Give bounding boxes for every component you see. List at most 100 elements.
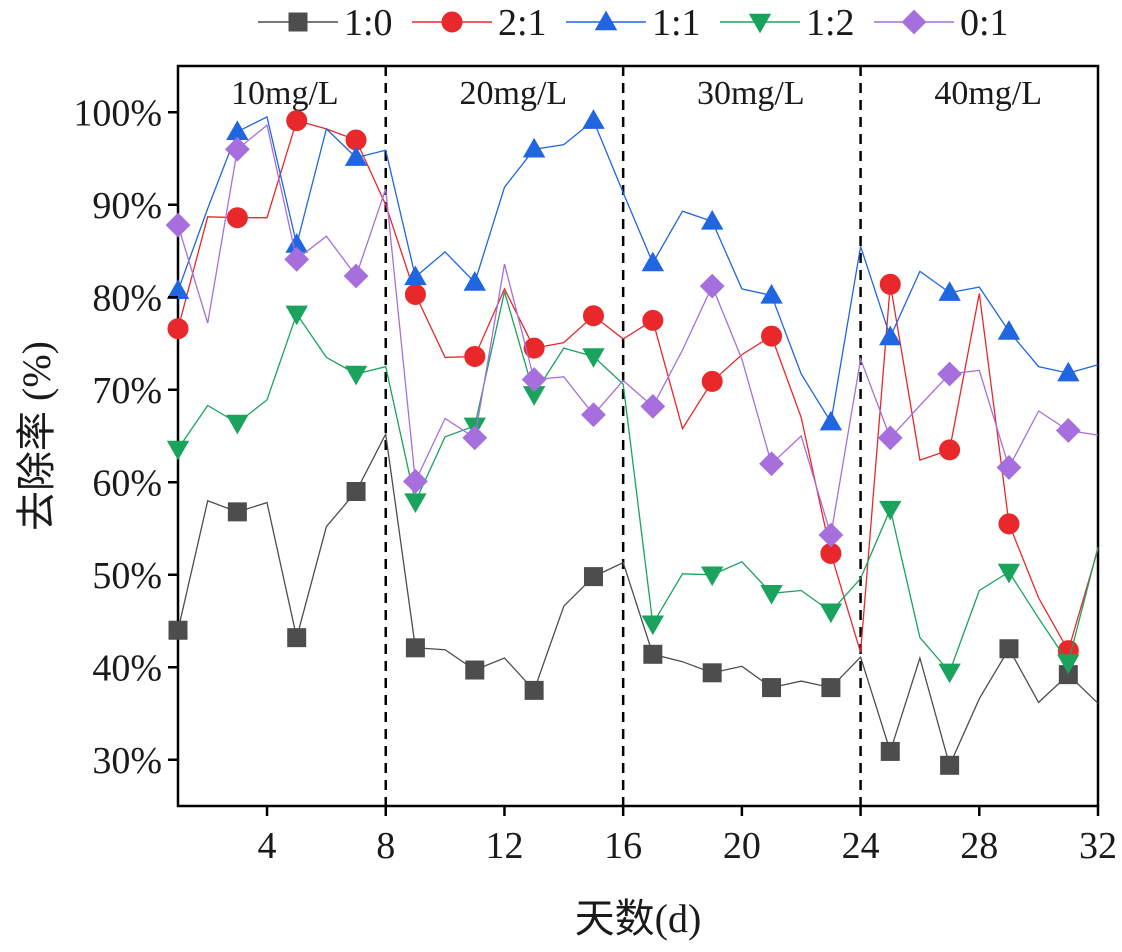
plot-border xyxy=(176,64,1100,808)
legend-label: 1:1 xyxy=(652,2,701,44)
data-point xyxy=(464,345,486,367)
legend-item: 1:2 xyxy=(720,2,855,44)
data-point xyxy=(403,468,428,494)
legend-item: 1:0 xyxy=(258,2,393,44)
y-axis: 30% 40% 50% 60% 70% 80% 90% 100% xyxy=(73,92,178,782)
series-line xyxy=(177,119,1099,653)
data-point xyxy=(287,628,307,648)
data-point xyxy=(643,644,663,664)
y-tick-label: 70% xyxy=(92,370,162,412)
y-axis-title: 去除率 (%) xyxy=(14,341,59,531)
data-point xyxy=(582,305,604,327)
data-point xyxy=(346,482,366,501)
legend-marker xyxy=(288,12,308,32)
data-point xyxy=(702,663,722,683)
data-point xyxy=(760,584,783,605)
data-point xyxy=(821,678,841,698)
y-tick-label: 30% xyxy=(92,740,162,782)
data-point xyxy=(581,402,606,428)
legend-marker xyxy=(748,13,772,34)
data-point xyxy=(642,309,664,331)
legend: 1:0 2:1 1:1 1:2 0:1 xyxy=(258,2,1009,44)
phase-label: 30mg/L xyxy=(697,75,805,112)
data-point xyxy=(166,440,190,461)
data-point xyxy=(286,110,308,132)
data-point xyxy=(226,414,249,435)
data-point xyxy=(998,513,1020,535)
data-point xyxy=(640,393,666,419)
data-point xyxy=(343,263,369,289)
x-tick-label: 4 xyxy=(258,825,277,867)
data-point xyxy=(285,305,308,326)
data-point xyxy=(938,281,961,301)
y-tick-label: 80% xyxy=(92,277,162,319)
data-point xyxy=(227,502,247,522)
data-point xyxy=(760,284,783,304)
data-point xyxy=(641,615,665,636)
y-tick-label: 50% xyxy=(92,555,162,597)
series-0:1 xyxy=(165,124,1099,548)
y-tick-label: 40% xyxy=(92,647,162,689)
x-tick-label: 20 xyxy=(723,825,761,867)
data-point xyxy=(344,146,368,166)
legend-label: 0:1 xyxy=(960,2,1009,44)
y-tick-label: 100% xyxy=(73,92,162,134)
data-point xyxy=(818,522,844,548)
x-tick-label: 16 xyxy=(604,825,642,867)
y-tick-label: 60% xyxy=(92,462,162,504)
data-point xyxy=(404,265,427,286)
x-tick-label: 12 xyxy=(485,825,523,867)
legend-marker xyxy=(441,11,463,33)
x-axis-title: 天数(d) xyxy=(575,896,702,941)
x-tick-label: 32 xyxy=(1079,825,1117,867)
legend-item: 0:1 xyxy=(874,2,1009,44)
data-point xyxy=(582,348,605,368)
data-point xyxy=(524,680,544,700)
data-point xyxy=(938,663,961,684)
data-point xyxy=(166,279,190,300)
data-point xyxy=(404,283,426,305)
data-point xyxy=(940,755,960,775)
data-point xyxy=(465,660,485,680)
series-2:1 xyxy=(167,110,1099,662)
data-point xyxy=(700,210,724,230)
legend-label: 1:0 xyxy=(344,2,393,44)
phase-dividers xyxy=(384,66,862,806)
data-point xyxy=(759,451,784,477)
data-point xyxy=(701,370,723,392)
phase-label: 10mg/L xyxy=(231,75,339,112)
data-point xyxy=(997,563,1021,584)
data-point xyxy=(462,425,488,451)
data-point xyxy=(641,251,665,272)
data-point xyxy=(700,566,724,587)
data-point xyxy=(165,212,191,238)
x-axis: 4 8 12 16 20 24 28 32 xyxy=(258,806,1117,867)
x-tick-label: 8 xyxy=(376,825,395,867)
data-point xyxy=(1055,418,1081,443)
data-point xyxy=(523,337,545,359)
data-point xyxy=(997,320,1021,340)
data-point xyxy=(937,361,963,387)
data-point xyxy=(1057,361,1080,382)
data-point xyxy=(877,425,903,451)
data-point xyxy=(879,325,902,346)
data-point xyxy=(344,365,368,386)
data-point xyxy=(226,120,249,140)
data-point xyxy=(582,109,605,129)
series-line xyxy=(177,115,1099,424)
legend-marker xyxy=(901,9,927,35)
series-1:1 xyxy=(166,109,1099,431)
phase-label: 40mg/L xyxy=(934,75,1042,112)
data-point xyxy=(226,207,248,229)
data-point xyxy=(1057,654,1080,674)
data-point xyxy=(583,567,603,587)
data-point xyxy=(521,367,547,392)
series-group xyxy=(165,109,1099,775)
data-point xyxy=(996,455,1022,480)
data-point xyxy=(939,439,961,461)
phase-labels: 10mg/L 20mg/L 30mg/L 40mg/L xyxy=(231,75,1042,112)
legend-label: 1:2 xyxy=(806,2,855,44)
phase-label: 20mg/L xyxy=(460,75,568,112)
data-point xyxy=(284,246,310,272)
